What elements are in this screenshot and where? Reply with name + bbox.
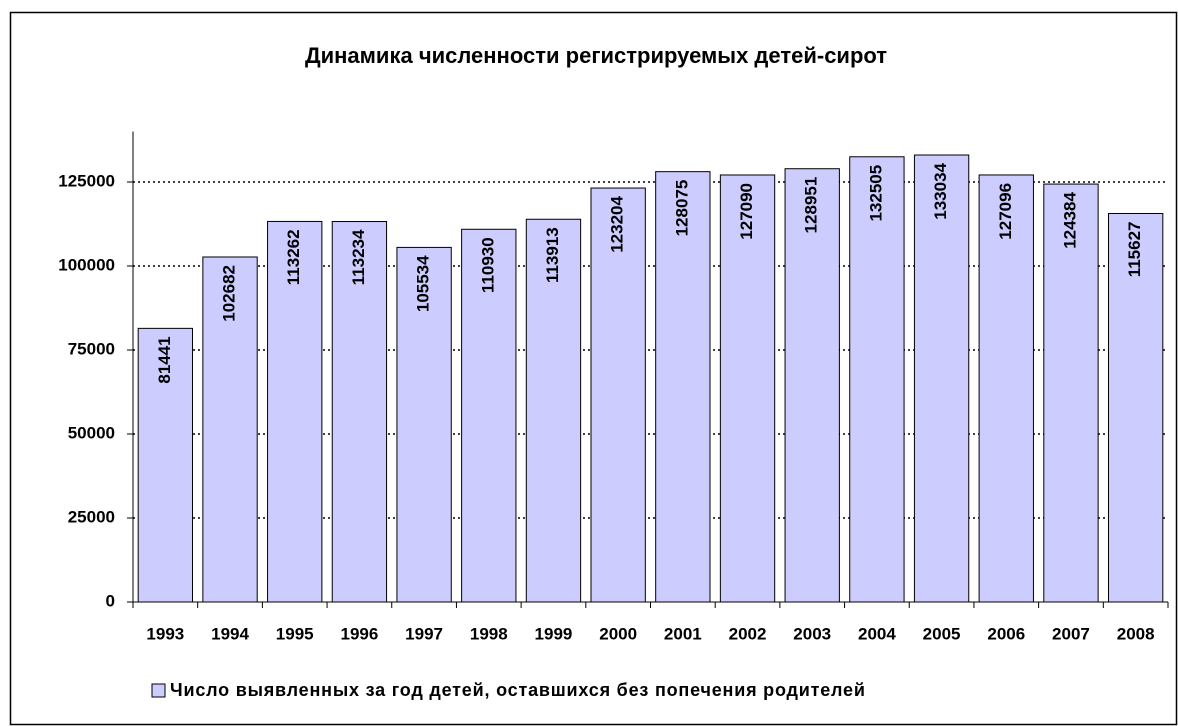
y-tick-label: 100000: [58, 255, 115, 274]
x-tick-label: 2000: [599, 624, 637, 643]
data-label: 128951: [802, 177, 821, 234]
y-tick-label: 75000: [68, 339, 115, 358]
bar: [1107, 212, 1164, 603]
data-label: 81441: [155, 336, 174, 383]
y-tick-label: 0: [106, 591, 115, 610]
bar: [202, 256, 258, 603]
x-tick-label: 1995: [276, 624, 314, 643]
x-tick-label: 2008: [1117, 624, 1155, 643]
x-tick-label: 1996: [340, 624, 378, 643]
data-label: 113913: [543, 227, 562, 283]
data-label: 123204: [608, 195, 627, 252]
x-tick-label: 2002: [729, 624, 767, 643]
x-tick-label: 1997: [405, 624, 443, 643]
data-label: 128075: [672, 180, 691, 237]
data-label: 132505: [866, 165, 885, 222]
x-tick-label: 2003: [793, 624, 831, 643]
bar: [849, 156, 905, 603]
y-tick-label: 25000: [68, 507, 115, 526]
legend-swatch: [151, 683, 166, 698]
data-label: 113234: [349, 229, 368, 285]
bar: [137, 327, 194, 603]
x-tick-label: 1999: [535, 624, 573, 643]
data-label: 105534: [414, 255, 433, 312]
y-tick-label: 50000: [68, 423, 115, 442]
legend-label: Число выявленных за год детей, оставшихс…: [170, 680, 866, 700]
data-label: 133034: [931, 162, 950, 219]
x-tick-label: 1998: [470, 624, 508, 643]
x-tick-label: 2001: [664, 624, 702, 643]
data-label: 102682: [220, 265, 239, 322]
bar: [461, 228, 517, 603]
bar: [590, 187, 646, 603]
data-label: 124384: [1060, 192, 1079, 249]
data-label: 113262: [284, 229, 303, 285]
y-tick-label: 125000: [58, 171, 115, 190]
data-label: 110930: [478, 237, 497, 293]
x-tick-label: 2005: [923, 624, 961, 643]
bar: [525, 218, 582, 603]
bar: [978, 174, 1034, 603]
data-label: 127096: [996, 183, 1015, 240]
bar: [913, 154, 970, 603]
x-tick-label: 1993: [146, 624, 184, 643]
data-label: 115627: [1125, 221, 1144, 277]
bar: [655, 171, 711, 603]
bar: [267, 220, 323, 603]
bar: [784, 168, 840, 603]
bar: [719, 174, 776, 603]
x-tick-label: 2007: [1052, 624, 1090, 643]
chart-title: Динамика численности регистрируемых дете…: [305, 43, 887, 68]
bar: [396, 246, 452, 603]
x-tick-label: 2004: [858, 624, 896, 643]
x-tick-label: 2006: [987, 624, 1025, 643]
bar: [1043, 183, 1099, 603]
bar: [331, 221, 388, 603]
data-label: 127090: [737, 183, 756, 240]
x-tick-label: 1994: [211, 624, 249, 643]
